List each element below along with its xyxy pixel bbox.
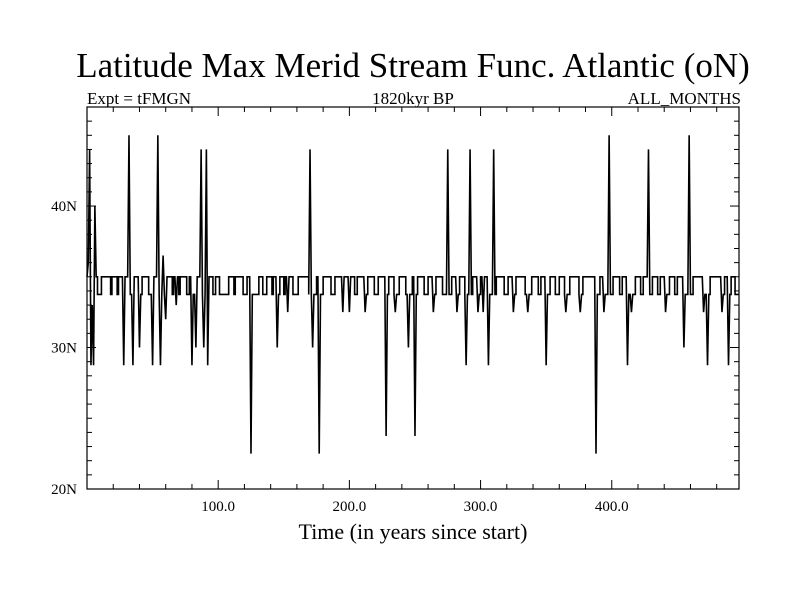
period-label: 1820kyr BP — [372, 89, 454, 108]
axis-tick-labels: 100.0 200.0 300.0 400.0 20N 30N 40N — [51, 199, 628, 515]
x-axis-title: Time (in years since start) — [298, 519, 528, 544]
plot-frame — [86, 106, 740, 490]
chart-title: Latitude Max Merid Stream Func. Atlantic… — [76, 46, 750, 85]
x-tick-label: 400.0 — [595, 499, 629, 515]
series-line — [86, 135, 739, 454]
axis-ticks — [87, 107, 739, 489]
x-tick-label: 300.0 — [464, 499, 498, 515]
x-tick-label: 100.0 — [201, 499, 235, 515]
plot-border — [86, 106, 740, 490]
months-label: ALL_MONTHS — [627, 89, 741, 108]
y-tick-label: 20N — [51, 482, 77, 498]
experiment-label: Expt = tFMGN — [87, 89, 192, 108]
y-tick-label: 40N — [51, 199, 77, 215]
x-tick-label: 200.0 — [332, 499, 366, 515]
y-tick-label: 30N — [51, 341, 77, 357]
series-group — [86, 135, 739, 454]
